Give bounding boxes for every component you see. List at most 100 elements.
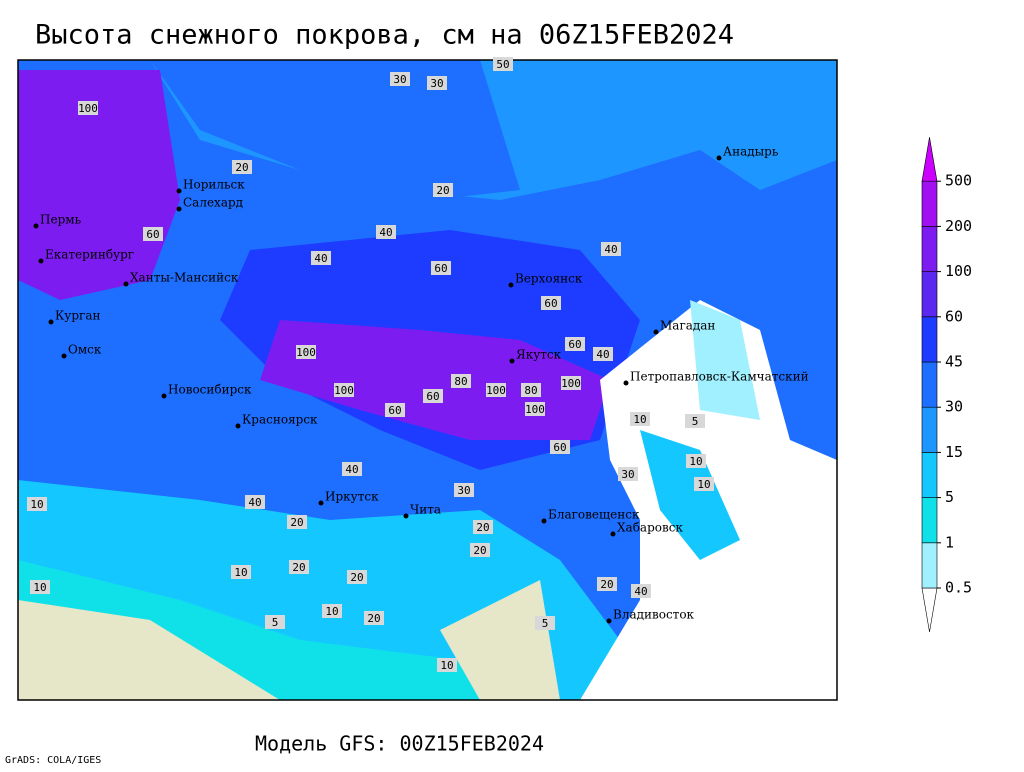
- map-label-bg: [296, 345, 316, 359]
- city-dot: [318, 500, 324, 506]
- map-value-label: 100: [78, 102, 98, 115]
- map-value-label: 10: [33, 581, 46, 594]
- map-value-label: 5: [272, 616, 279, 629]
- map-value-label: 5: [542, 617, 549, 630]
- map-label-bg: [143, 227, 163, 241]
- colorbar-swatch: [921, 180, 938, 227]
- map-label-bg: [364, 611, 384, 625]
- map-value-label: 10: [30, 498, 43, 511]
- map-value-label: 40: [604, 243, 617, 256]
- colorbar-swatch: [921, 226, 938, 272]
- map-label-bg: [597, 577, 617, 591]
- kamchatka-light: [690, 300, 760, 420]
- map-label-bg: [287, 515, 307, 529]
- map-value-label: 50: [496, 58, 509, 71]
- map-value-label: 10: [234, 566, 247, 579]
- map-value-label: 20: [436, 184, 449, 197]
- map-label-bg: [618, 467, 638, 481]
- city-label: Салехард: [183, 196, 243, 210]
- city-dot: [61, 353, 67, 359]
- city-label: Ханты-Мансийск: [130, 271, 239, 285]
- colorbar-label: 45: [945, 353, 963, 371]
- map-label-bg: [342, 462, 362, 476]
- map-label-bg: [601, 242, 621, 256]
- map-label-bg: [347, 570, 367, 584]
- colorbar-swatch: [921, 452, 938, 498]
- map-label-bg: [232, 160, 252, 174]
- colorbar-label: 60: [945, 307, 963, 325]
- colorbar-swatch: [921, 271, 938, 318]
- map-label-bg: [473, 520, 493, 534]
- map-value-label: 60: [426, 390, 439, 403]
- colorbar-swatch: [921, 497, 938, 544]
- map-value-label: 100: [561, 377, 581, 390]
- city-label: Анадырь: [723, 145, 779, 159]
- map-label-bg: [78, 101, 98, 115]
- city-label: Хабаровск: [617, 521, 683, 535]
- map-label-bg: [685, 414, 705, 428]
- map-label-bg: [565, 337, 585, 351]
- map-label-bg: [30, 580, 50, 594]
- colorbar-label: 15: [945, 443, 963, 461]
- city-dot: [176, 188, 182, 194]
- map-value-label: 20: [350, 571, 363, 584]
- colorbar-swatch: [921, 587, 938, 633]
- city-label: Владивосток: [613, 608, 695, 622]
- map-value-label: 40: [634, 585, 647, 598]
- map-label-bg: [593, 347, 613, 361]
- colorbar-swatch: [921, 542, 938, 589]
- map-value-label: 20: [600, 578, 613, 591]
- map-label-bg: [486, 383, 506, 397]
- map-value-label: 20: [367, 612, 380, 625]
- map-value-label: 60: [553, 441, 566, 454]
- map-label-bg: [541, 296, 561, 310]
- map-value-label: 40: [379, 226, 392, 239]
- sakhalin-area: [640, 430, 740, 560]
- colorbar-swatch: [921, 361, 938, 408]
- map-value-label: 30: [457, 484, 470, 497]
- city-label: Норильск: [183, 178, 245, 192]
- map-label-bg: [385, 403, 405, 417]
- city-dot: [38, 258, 44, 264]
- map-value-label: 20: [292, 561, 305, 574]
- city-label: Новосибирск: [168, 383, 252, 397]
- map-label-bg: [265, 615, 285, 629]
- city-label: Якутск: [516, 348, 562, 362]
- map-label-bg: [390, 72, 410, 86]
- city-dot: [161, 393, 167, 399]
- map-label-bg: [311, 251, 331, 265]
- map-label-bg: [431, 261, 451, 275]
- map-value-label: 60: [434, 262, 447, 275]
- map-label-bg: [631, 584, 651, 598]
- city-label: Иркутск: [325, 490, 379, 504]
- map-value-label: 80: [454, 375, 467, 388]
- map-value-label: 60: [544, 297, 557, 310]
- map-value-label: 10: [633, 413, 646, 426]
- subtitle: Модель GFS: 00Z15FEB2024: [255, 732, 544, 756]
- map-label-bg: [437, 658, 457, 672]
- colorbar-label: 100: [945, 262, 972, 280]
- map-label-bg: [493, 57, 513, 71]
- city-label: Екатеринбург: [45, 248, 134, 262]
- map-label-bg: [525, 402, 545, 416]
- map-value-label: 100: [296, 346, 316, 359]
- city-dot: [235, 423, 241, 429]
- city-label: Верхоянск: [515, 272, 583, 286]
- map-label-bg: [535, 616, 555, 630]
- map-value-label: 40: [345, 463, 358, 476]
- city-label: Чита: [410, 503, 441, 517]
- city-dot: [509, 358, 515, 364]
- map-label-bg: [694, 477, 714, 491]
- map-label-bg: [451, 374, 471, 388]
- map-value-label: 10: [697, 478, 710, 491]
- map-value-label: 30: [430, 77, 443, 90]
- map-label-bg: [454, 483, 474, 497]
- map-label-bg: [423, 389, 443, 403]
- city-dot: [123, 281, 129, 287]
- map-label-bg: [521, 383, 541, 397]
- colorbar-label: 500: [945, 172, 972, 190]
- map-label-bg: [322, 604, 342, 618]
- map-value-label: 20: [476, 521, 489, 534]
